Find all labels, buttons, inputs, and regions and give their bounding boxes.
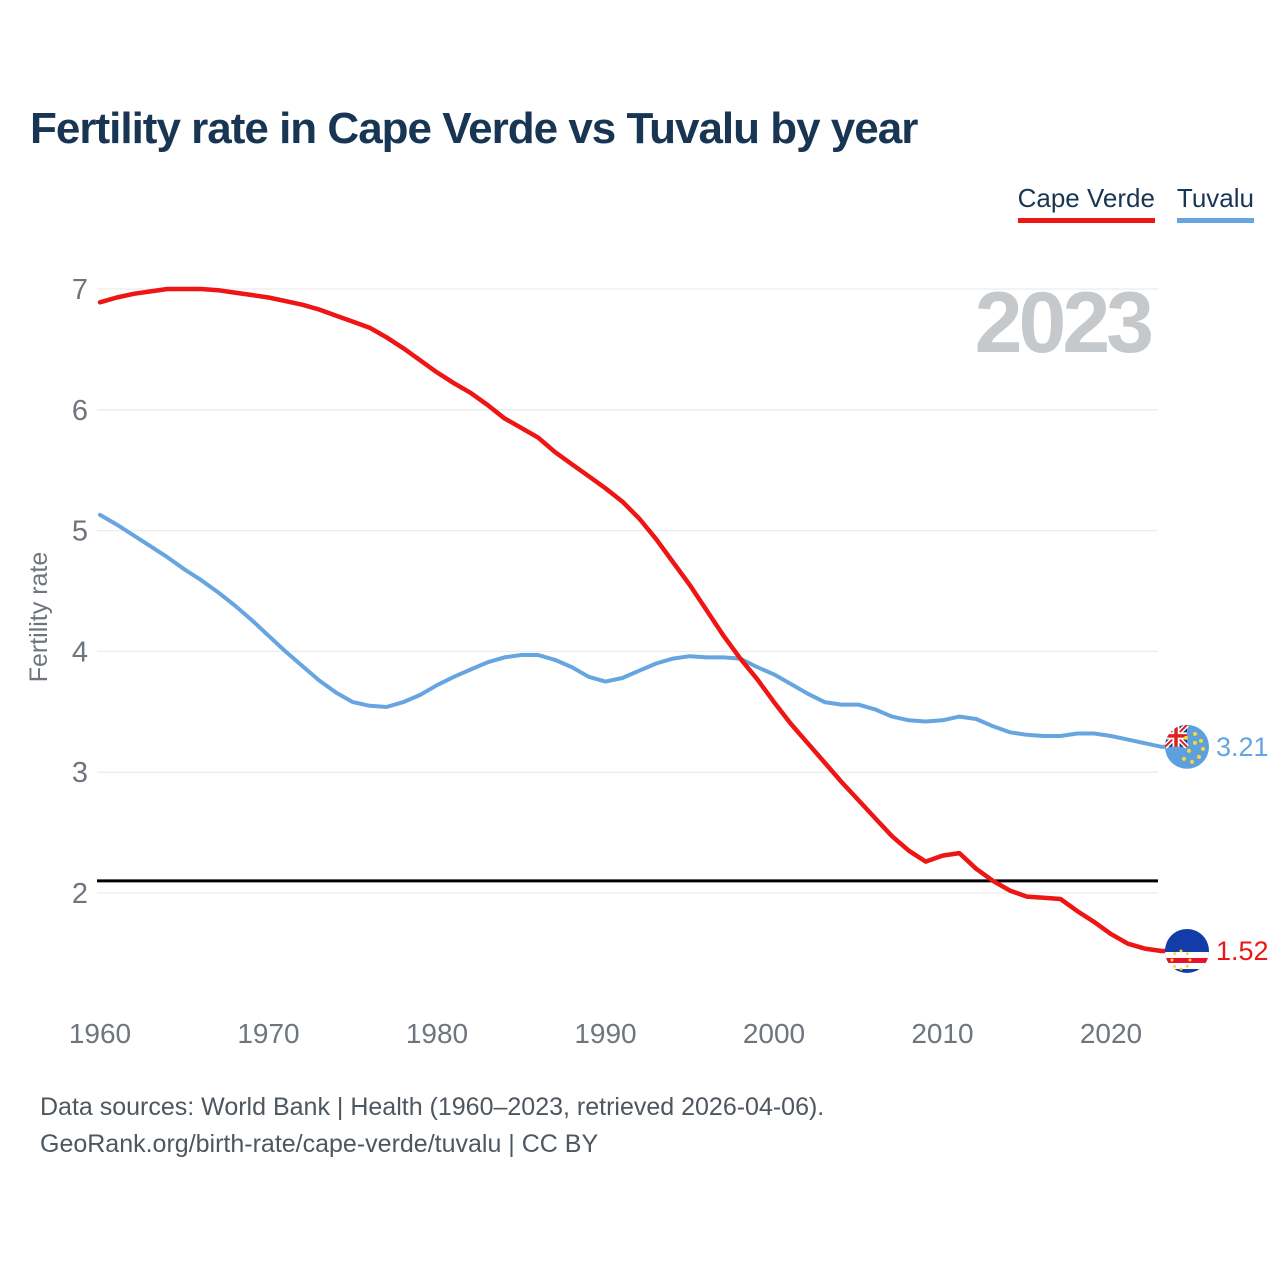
y-tick-label-6: 6	[72, 395, 88, 427]
x-tick-label-1970: 1970	[237, 1018, 299, 1049]
x-tick-label-1980: 1980	[406, 1018, 468, 1049]
y-tick-label-7: 7	[72, 274, 88, 306]
end-value-label-cape-verde: 1.52	[1216, 936, 1269, 966]
footer-attribution: GeoRank.org/birth-rate/cape-verde/tuvalu…	[40, 1130, 599, 1158]
page-title: Fertility rate in Cape Verde vs Tuvalu b…	[30, 104, 918, 153]
y-tick-label-3: 3	[72, 757, 88, 789]
x-tick-label-2000: 2000	[743, 1018, 805, 1049]
y-tick-label-4: 4	[72, 636, 88, 668]
watermark-year: 2023	[975, 275, 1151, 371]
footer: Data sources: World Bank | Health (1960–…	[40, 1089, 824, 1163]
plot-area[interactable]	[97, 289, 1158, 973]
legend-item-cape-verde[interactable]: Cape Verde	[1017, 183, 1155, 223]
y-tick-label-5: 5	[72, 516, 88, 548]
tuvalu-flag-icon	[1165, 724, 1209, 769]
y-axis-label: Fertility rate	[25, 552, 53, 683]
series-line-cape-verde	[97, 286, 1169, 954]
legend-item-tuvalu[interactable]: Tuvalu	[1176, 183, 1254, 223]
footer-data-sources: Data sources: World Bank | Health (1960–…	[40, 1093, 825, 1121]
legend: Cape Verde Tuvalu	[1017, 183, 1254, 223]
x-tick-label-1960: 1960	[69, 1018, 131, 1049]
y-tick-label-2: 2	[72, 878, 88, 910]
x-tick-label-2010: 2010	[911, 1018, 973, 1049]
end-value-label-tuvalu: 3.21	[1216, 732, 1269, 762]
cape-verde-flag-icon	[1165, 928, 1209, 973]
x-tick-label-1990: 1990	[574, 1018, 636, 1049]
x-tick-label-2020: 2020	[1080, 1018, 1142, 1049]
series-line-tuvalu	[98, 512, 1168, 749]
